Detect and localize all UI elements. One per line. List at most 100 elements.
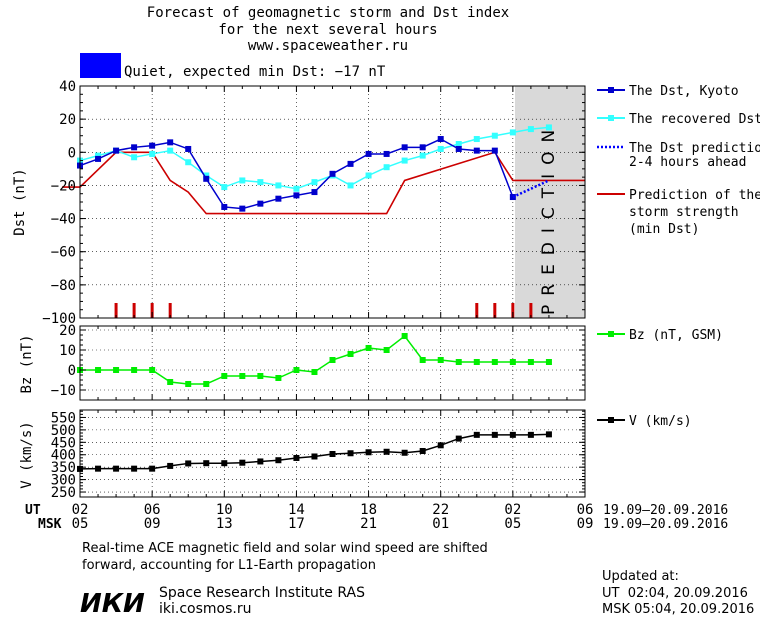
- v-point: [401, 449, 408, 456]
- bz-point: [509, 359, 516, 365]
- bz-point: [275, 375, 282, 381]
- legend-storm-3: (min Dst): [629, 222, 699, 237]
- dst-recovered-point: [383, 164, 390, 171]
- v-point: [149, 465, 156, 472]
- dst-recovered-point: [473, 136, 480, 143]
- dst-kyoto-point: [167, 139, 174, 146]
- bz-point: [221, 373, 228, 379]
- dst-ytick-label: 40: [59, 79, 76, 95]
- legend: The Dst, Kyoto The recovered Dst The Dst…: [597, 84, 760, 429]
- v-point: [95, 465, 102, 472]
- msk-tick-label: 09: [144, 516, 161, 532]
- dst-recovered-point: [221, 184, 228, 191]
- msk-label: MSK: [38, 517, 62, 532]
- legend-bz: Bz (nT, GSM): [629, 328, 723, 343]
- v-plot-frame: [79, 409, 586, 498]
- dst-recovered-point: [275, 182, 282, 189]
- msk-range: 19.09–20.09.2016: [603, 517, 728, 532]
- ut-tick-label: 02: [72, 502, 89, 518]
- v-point: [131, 465, 138, 472]
- dst-kyoto-point: [329, 170, 336, 177]
- dst-recovered-point: [293, 185, 300, 192]
- ut-tick-label: 06: [577, 502, 594, 518]
- institute-url: iki.cosmos.ru: [159, 601, 251, 617]
- v-point: [347, 450, 354, 457]
- bz-ytick-label: −10: [51, 383, 76, 399]
- dst-kyoto-point: [365, 150, 372, 157]
- dst-recovered-point: [203, 172, 210, 179]
- v-point: [257, 458, 264, 465]
- dst-kyoto-point: [437, 136, 444, 143]
- dst-recovered-point: [437, 145, 444, 152]
- bz-point: [185, 381, 192, 387]
- dst-plot-frame: [79, 85, 586, 319]
- msk-tick-label: 21: [360, 516, 377, 532]
- legend-storm-1: Prediction of the: [629, 188, 760, 203]
- dst-recovered-point: [527, 126, 534, 133]
- dst-recovered-point: [95, 152, 102, 159]
- bz-point: [311, 369, 318, 375]
- dst-recovered-point: [419, 152, 426, 159]
- bz-point: [473, 359, 480, 365]
- bz-point: [329, 357, 336, 363]
- bz-point: [419, 357, 426, 363]
- ut-label: UT: [25, 503, 41, 518]
- dst-kyoto-point: [95, 155, 102, 162]
- v-point: [167, 462, 174, 469]
- v-ytick-label: 300: [51, 473, 76, 489]
- dst-recovered-point: [167, 147, 174, 154]
- v-point: [311, 453, 318, 460]
- v-ytick-label: 350: [51, 460, 76, 476]
- v-ytick-label: 400: [51, 448, 76, 464]
- title-line-1: Forecast of geomagnetic storm and Dst in…: [147, 5, 509, 21]
- dst-kyoto-point: [113, 147, 120, 154]
- msk-tick-label: 05: [504, 516, 521, 532]
- dst-kyoto-point: [131, 144, 138, 151]
- dst-recovered-point: [365, 172, 372, 179]
- msk-tick-label: 09: [577, 516, 594, 532]
- v-point: [419, 448, 426, 455]
- status-color-box: [80, 53, 121, 78]
- legend-prediction-1: The Dst prediction: [629, 141, 760, 156]
- updated-label: Updated at:: [602, 569, 679, 584]
- legend-recovered-marker: [608, 115, 614, 121]
- v-point: [383, 448, 390, 455]
- bz-point: [149, 367, 156, 373]
- legend-recovered: The recovered Dst: [629, 112, 760, 127]
- msk-tick-label: 17: [288, 516, 305, 532]
- msk-tick-label: 05: [72, 516, 89, 532]
- v-point: [455, 435, 462, 442]
- v-point: [203, 460, 210, 467]
- dst-recovered-point: [401, 157, 408, 164]
- bz-point: [95, 367, 102, 373]
- v-point: [473, 431, 480, 438]
- dst-ytick-label: −60: [51, 245, 76, 261]
- status-text: Quiet, expected min Dst: −17 nT: [124, 64, 386, 80]
- ut-tick-label: 02: [504, 502, 521, 518]
- site-url: www.spaceweather.ru: [248, 38, 408, 54]
- bz-point: [455, 359, 462, 365]
- dst-kyoto-point: [491, 147, 498, 154]
- ut-tick-label: 18: [360, 502, 377, 518]
- v-point: [365, 449, 372, 456]
- v-point: [239, 459, 246, 466]
- dst-kyoto-point: [473, 147, 480, 154]
- ut-tick-label: 14: [288, 502, 305, 518]
- dst-recovered-point: [257, 179, 264, 186]
- bz-point: [257, 373, 264, 379]
- dst-kyoto-point: [149, 142, 156, 149]
- dst-kyoto-point: [185, 145, 192, 152]
- dst-recovered-point: [149, 150, 156, 157]
- dst-kyoto-point: [293, 192, 300, 199]
- bz-plot-frame: [79, 325, 586, 401]
- bz-point: [131, 367, 138, 373]
- dst-recovered-point: [131, 154, 138, 161]
- v-point: [527, 431, 534, 438]
- dst-ytick-label: −20: [51, 178, 76, 194]
- bz-point: [491, 359, 498, 365]
- dst-panel: PREDICTION: [515, 86, 585, 318]
- v-axis-label: V (km/s): [19, 421, 35, 488]
- v-point: [275, 457, 282, 464]
- institute-name: Space Research Institute RAS: [159, 585, 365, 601]
